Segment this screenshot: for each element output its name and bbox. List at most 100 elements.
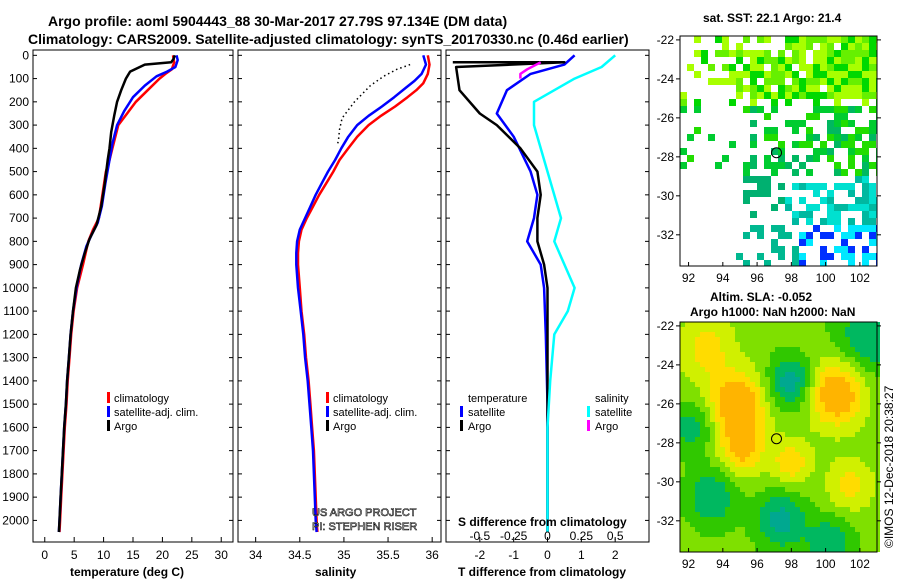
sst-cell bbox=[715, 36, 722, 43]
sst-cell bbox=[687, 155, 694, 162]
sst-cell bbox=[771, 64, 778, 71]
sla-cell bbox=[760, 527, 765, 532]
sla-cell bbox=[755, 422, 760, 427]
sla-cell bbox=[860, 422, 865, 427]
sla-cell bbox=[680, 327, 685, 332]
sla-cell bbox=[710, 387, 715, 392]
sla-cell bbox=[685, 377, 690, 382]
sla-cell bbox=[685, 332, 690, 337]
sla-cell bbox=[700, 432, 705, 437]
sst-cell bbox=[792, 127, 799, 134]
sla-cell bbox=[770, 512, 775, 517]
sst-cell bbox=[806, 43, 813, 50]
sla-cell bbox=[855, 337, 860, 342]
sla-cell bbox=[820, 342, 825, 347]
map-x-tick-label: 92 bbox=[682, 271, 696, 285]
sst-cell bbox=[729, 141, 736, 148]
sla-cell bbox=[855, 412, 860, 417]
sla-cell bbox=[800, 452, 805, 457]
sla-cell bbox=[765, 422, 770, 427]
sla-cell bbox=[690, 542, 695, 547]
sla-cell bbox=[845, 382, 850, 387]
sla-cell bbox=[830, 357, 835, 362]
legend-temp-argo-label: Argo bbox=[468, 421, 491, 433]
sla-cell bbox=[690, 332, 695, 337]
sla-cell bbox=[810, 467, 815, 472]
sla-cell bbox=[825, 367, 830, 372]
sla-cell bbox=[865, 507, 870, 512]
sla-cell bbox=[795, 362, 800, 367]
sst-cell bbox=[750, 92, 757, 99]
sla-cell bbox=[680, 522, 685, 527]
sla-cell bbox=[775, 532, 780, 537]
sla-cell bbox=[765, 352, 770, 357]
sla-cell bbox=[820, 487, 825, 492]
sla-cell bbox=[750, 462, 755, 467]
sla-cell bbox=[790, 422, 795, 427]
sla-cell bbox=[695, 407, 700, 412]
sla-cell bbox=[840, 407, 845, 412]
sla-cell bbox=[860, 437, 865, 442]
sla-cell bbox=[825, 372, 830, 377]
map-x-tick-label: 102 bbox=[850, 271, 870, 285]
sla-cell bbox=[730, 537, 735, 542]
sla-cell bbox=[780, 452, 785, 457]
sla-cell bbox=[765, 362, 770, 367]
sst-cell bbox=[869, 211, 876, 218]
sla-cell bbox=[835, 512, 840, 517]
sla-cell bbox=[800, 327, 805, 332]
sla-cell bbox=[855, 332, 860, 337]
sla-cell bbox=[805, 527, 810, 532]
sla-cell bbox=[710, 547, 715, 552]
sla-cell bbox=[700, 347, 705, 352]
sla-cell bbox=[740, 502, 745, 507]
sla-cell bbox=[770, 452, 775, 457]
sla-cell bbox=[735, 457, 740, 462]
sla-cell bbox=[785, 507, 790, 512]
sst-cell bbox=[841, 120, 848, 127]
sla-cell bbox=[870, 372, 875, 377]
sla-cell bbox=[840, 512, 845, 517]
sla-cell bbox=[745, 437, 750, 442]
sst-cell bbox=[848, 232, 855, 239]
sla-cell bbox=[860, 387, 865, 392]
depth-tick-label: 1900 bbox=[2, 490, 29, 504]
sla-cell bbox=[850, 517, 855, 522]
sla-cell bbox=[830, 492, 835, 497]
sst-cell bbox=[806, 204, 813, 211]
sla-cell bbox=[845, 467, 850, 472]
sla-cell bbox=[710, 447, 715, 452]
sla-cell bbox=[775, 497, 780, 502]
sst-cell bbox=[806, 169, 813, 176]
sla-cell bbox=[765, 407, 770, 412]
sla-cell bbox=[845, 507, 850, 512]
sla-cell bbox=[725, 392, 730, 397]
sla-cell bbox=[690, 522, 695, 527]
sla-cell bbox=[720, 427, 725, 432]
sla-cell bbox=[760, 487, 765, 492]
sla-cell bbox=[690, 422, 695, 427]
sla-cell bbox=[705, 407, 710, 412]
sst-cell bbox=[827, 148, 834, 155]
sst-cell bbox=[799, 92, 806, 99]
sla-cell bbox=[750, 402, 755, 407]
sla-cell bbox=[760, 482, 765, 487]
sla-cell bbox=[820, 337, 825, 342]
sla-cell bbox=[800, 332, 805, 337]
sla-cell bbox=[700, 417, 705, 422]
sla-cell bbox=[870, 502, 875, 507]
sla-cell bbox=[830, 542, 835, 547]
sst-cell bbox=[855, 148, 862, 155]
sst-cell bbox=[841, 141, 848, 148]
sla-cell bbox=[730, 362, 735, 367]
sla-cell bbox=[840, 392, 845, 397]
sla-cell bbox=[710, 422, 715, 427]
sst-cell bbox=[750, 50, 757, 57]
sla-cell bbox=[865, 532, 870, 537]
sla-cell bbox=[810, 362, 815, 367]
sst-cell bbox=[806, 239, 813, 246]
sst-cell bbox=[841, 134, 848, 141]
sla-cell bbox=[805, 532, 810, 537]
sla-cell bbox=[865, 537, 870, 542]
sla-cell bbox=[720, 342, 725, 347]
